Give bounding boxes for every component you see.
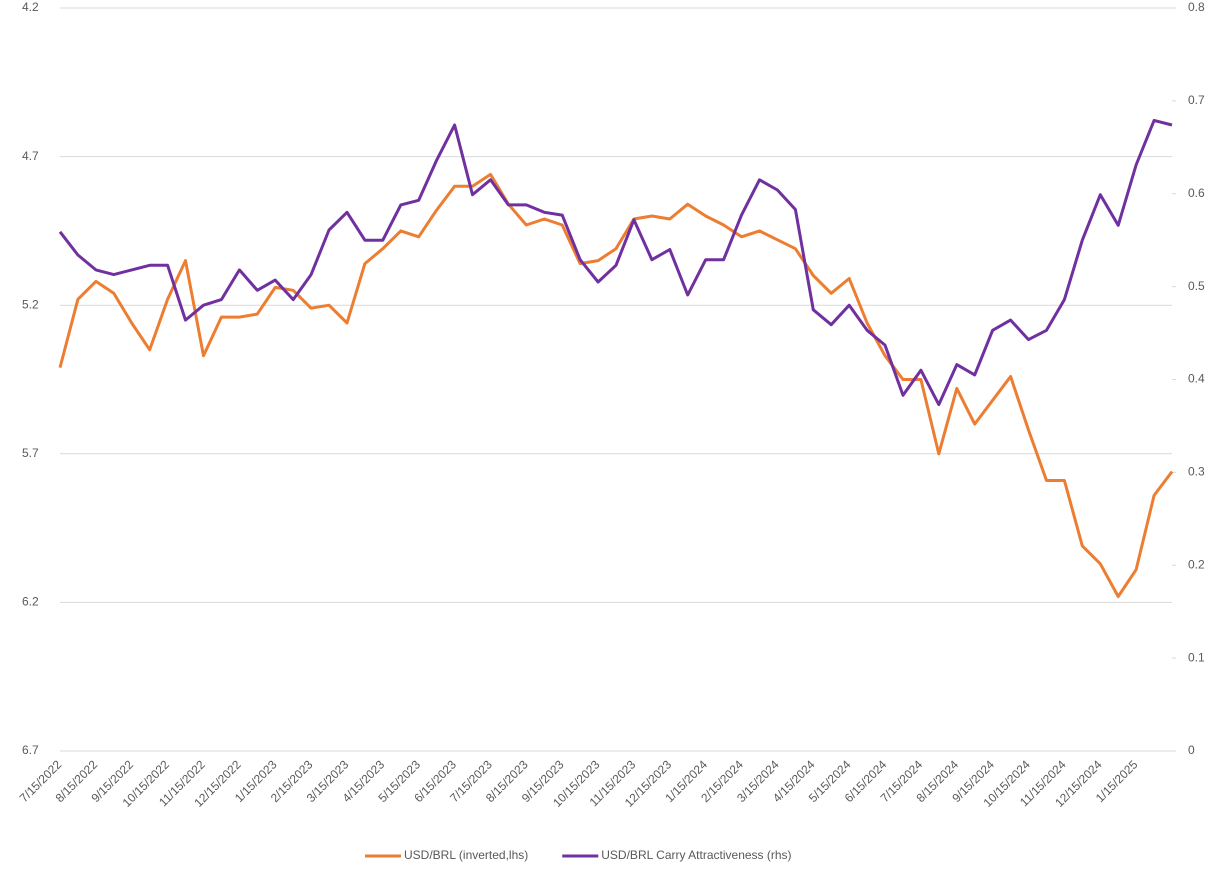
y-tick-label: 6.2: [22, 595, 39, 609]
y2-tick-label: 0.4: [1188, 372, 1205, 386]
legend-label: USD/BRL Carry Attractiveness (rhs): [601, 848, 791, 862]
y-tick-label: 6.7: [22, 743, 39, 757]
y-tick-label: 5.2: [22, 297, 39, 311]
y2-tick-label: 0.7: [1188, 93, 1205, 107]
y2-tick-label: 0: [1188, 743, 1195, 757]
y2-tick-label: 0.2: [1188, 557, 1205, 571]
series-line: [58, 118, 1173, 407]
y-tick-label: 5.7: [22, 446, 39, 460]
y2-tick-label: 0.8: [1188, 0, 1205, 14]
y2-tick-label: 0.1: [1188, 650, 1205, 664]
y2-tick-label: 0.3: [1188, 465, 1205, 479]
legend-label: USD/BRL (inverted,lhs): [404, 848, 528, 862]
y2-tick-label: 0.6: [1188, 186, 1205, 200]
y2-tick-label: 0.5: [1188, 279, 1205, 293]
y-tick-label: 4.7: [22, 149, 39, 163]
y-tick-label: 4.2: [22, 0, 39, 14]
series-line: [58, 172, 1174, 598]
